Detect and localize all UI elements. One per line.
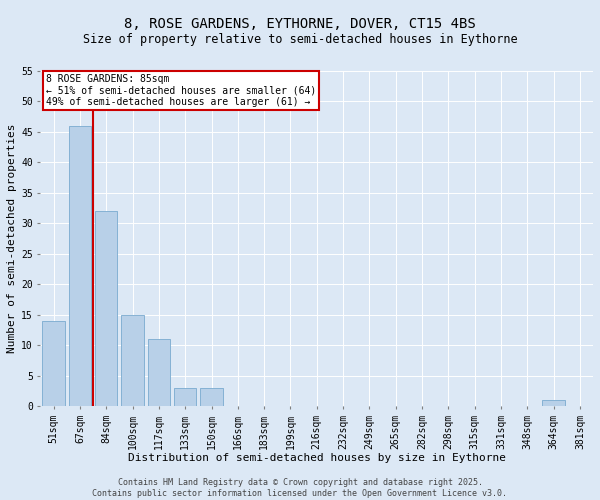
- Bar: [148, 339, 170, 406]
- Bar: [95, 211, 118, 406]
- Bar: [542, 400, 565, 406]
- Bar: [200, 388, 223, 406]
- Text: 8, ROSE GARDENS, EYTHORNE, DOVER, CT15 4BS: 8, ROSE GARDENS, EYTHORNE, DOVER, CT15 4…: [124, 18, 476, 32]
- X-axis label: Distribution of semi-detached houses by size in Eythorne: Distribution of semi-detached houses by …: [128, 453, 506, 463]
- Text: Contains HM Land Registry data © Crown copyright and database right 2025.
Contai: Contains HM Land Registry data © Crown c…: [92, 478, 508, 498]
- Y-axis label: Number of semi-detached properties: Number of semi-detached properties: [7, 124, 17, 353]
- Bar: [121, 314, 144, 406]
- Text: 8 ROSE GARDENS: 85sqm
← 51% of semi-detached houses are smaller (64)
49% of semi: 8 ROSE GARDENS: 85sqm ← 51% of semi-deta…: [46, 74, 316, 108]
- Text: Size of property relative to semi-detached houses in Eythorne: Size of property relative to semi-detach…: [83, 32, 517, 46]
- Bar: [174, 388, 196, 406]
- Bar: [43, 320, 65, 406]
- Bar: [69, 126, 91, 406]
